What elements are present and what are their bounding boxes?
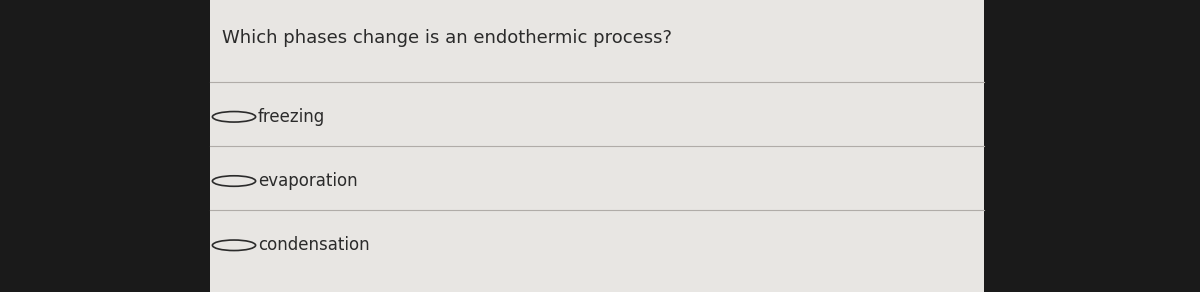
Text: freezing: freezing (258, 108, 325, 126)
Text: condensation: condensation (258, 236, 370, 254)
FancyBboxPatch shape (210, 0, 984, 292)
Text: evaporation: evaporation (258, 172, 358, 190)
Text: Which phases change is an endothermic process?: Which phases change is an endothermic pr… (222, 29, 672, 47)
